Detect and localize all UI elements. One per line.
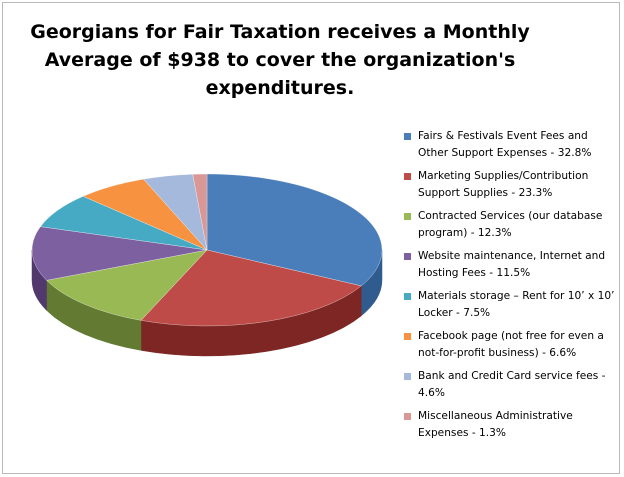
legend-label: Materials storage – Rent for 10’ x 10’ L…	[418, 290, 615, 319]
pie-slice	[206, 173, 383, 287]
legend-item: Facebook page (not free for even a not-f…	[404, 328, 616, 362]
legend-label: Miscellaneous Administrative Expenses - …	[418, 410, 573, 439]
legend-item: Contracted Services (our database progra…	[404, 208, 616, 242]
legend-label: Bank and Credit Card service fees - 4.6%	[418, 370, 606, 399]
legend-label: Contracted Services (our database progra…	[418, 210, 603, 239]
legend-swatch	[404, 413, 411, 420]
pie-slice	[140, 249, 362, 327]
legend-swatch	[404, 173, 411, 180]
pie-slice	[31, 226, 208, 281]
legend-item: Miscellaneous Administrative Expenses - …	[404, 408, 616, 442]
pie-slice	[192, 173, 208, 251]
legend-label: Marketing Supplies/Contribution Support …	[418, 170, 589, 199]
legend-swatch	[404, 333, 411, 340]
legend-item: Bank and Credit Card service fees - 4.6%	[404, 368, 616, 402]
chart-legend: Fairs & Festivals Event Fees and Other S…	[404, 128, 616, 448]
legend-item: Materials storage – Rent for 10’ x 10’ L…	[404, 288, 616, 322]
legend-item: Marketing Supplies/Contribution Support …	[404, 168, 616, 202]
legend-swatch	[404, 293, 411, 300]
chart-title: Georgians for Fair Taxation receives a M…	[20, 18, 540, 102]
legend-swatch	[404, 253, 411, 260]
legend-label: Facebook page (not free for even a not-f…	[418, 330, 604, 359]
legend-label: Website maintenance, Internet and Hostin…	[418, 250, 606, 279]
legend-swatch	[404, 373, 411, 380]
legend-swatch	[404, 133, 411, 140]
legend-item: Website maintenance, Internet and Hostin…	[404, 248, 616, 282]
chart-title-line-2: Average of $938 to cover the organizatio…	[44, 49, 516, 71]
chart-title-line-1: Georgians for Fair Taxation receives a M…	[30, 21, 530, 43]
pie-slice	[46, 249, 208, 321]
legend-item: Fairs & Festivals Event Fees and Other S…	[404, 128, 616, 162]
legend-swatch	[404, 213, 411, 220]
chart-title-line-3: expenditures.	[205, 77, 355, 99]
legend-label: Fairs & Festivals Event Fees and Other S…	[418, 130, 592, 159]
